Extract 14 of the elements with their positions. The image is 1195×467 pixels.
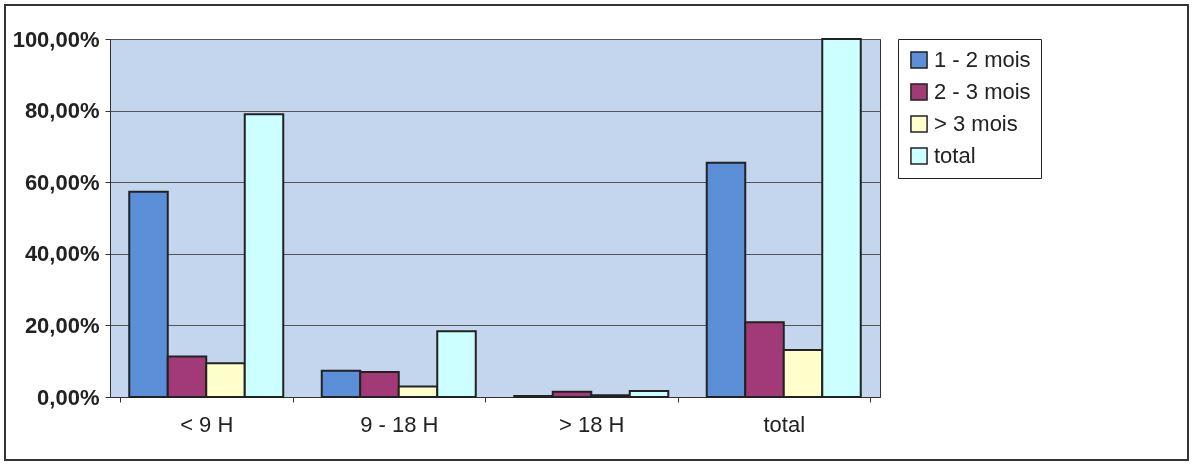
y-tick-label: 20,00% <box>24 312 100 338</box>
y-tick-label: 80,00% <box>24 98 100 124</box>
x-tick-label: total <box>763 411 806 437</box>
x-tick-label: 9 - 18 H <box>360 411 439 437</box>
legend-label: 2 - 3 mois <box>934 79 1031 104</box>
legend-label: total <box>934 143 976 168</box>
legend-label: > 3 mois <box>934 111 1018 136</box>
y-tick-label: 60,00% <box>24 169 100 195</box>
y-tick-label: 0,00% <box>37 384 100 410</box>
x-tick-label: < 9 H <box>180 411 234 437</box>
y-tick-label: 40,00% <box>24 241 100 267</box>
legend-label: 1 - 2 mois <box>934 47 1031 72</box>
y-tick-label: 100,00% <box>12 26 100 52</box>
x-tick-label: > 18 H <box>559 411 625 437</box>
